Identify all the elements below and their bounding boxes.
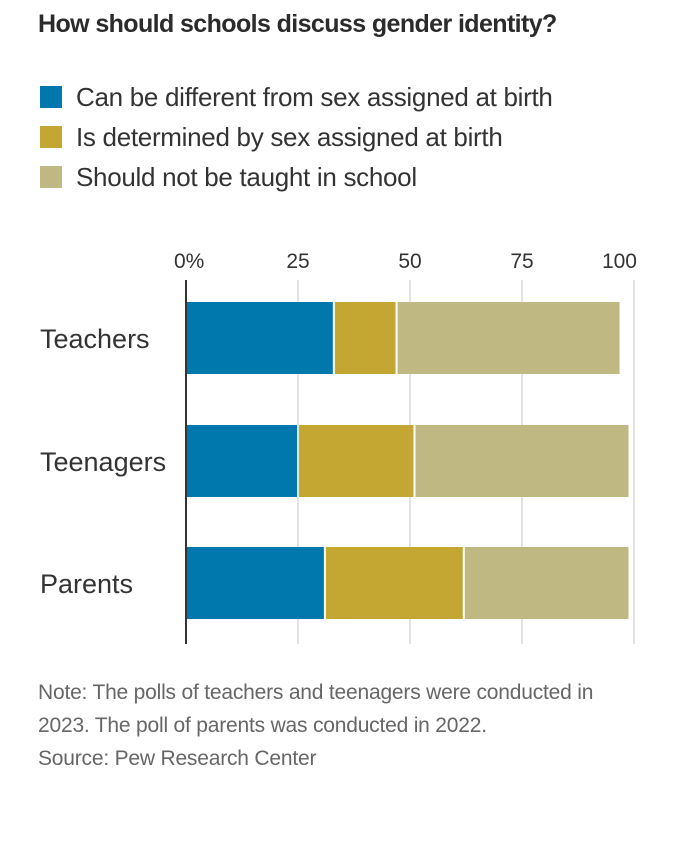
footer: Note: The polls of teachers and teenager… (38, 676, 598, 775)
legend-label: Is determined by sex assigned at birth (76, 122, 503, 152)
x-tick-label: 50 (398, 250, 421, 273)
category-label: Parents (40, 569, 133, 599)
bar-segment (464, 547, 629, 619)
legend: Can be different from sex assigned at bi… (40, 78, 600, 198)
legend-item-can-be-different: Can be different from sex assigned at bi… (40, 78, 600, 116)
bar-segment (186, 425, 297, 497)
x-tick-label: 0% (174, 250, 204, 273)
legend-label: Should not be taught in school (76, 162, 417, 192)
x-tick-label: 75 (510, 250, 533, 273)
bar-segment (186, 547, 324, 619)
legend-swatch (40, 86, 62, 108)
x-tick-label: 100 (602, 250, 637, 273)
category-label: Teenagers (40, 447, 166, 477)
legend-item-determined-by-sex: Is determined by sex assigned at birth (40, 118, 600, 156)
bar-segment (186, 302, 333, 374)
bar-segment (334, 302, 396, 374)
legend-item-not-taught: Should not be taught in school (40, 158, 600, 196)
category-label: Teachers (40, 324, 150, 354)
chart-note: Note: The polls of teachers and teenager… (38, 681, 594, 737)
legend-label: Can be different from sex assigned at bi… (76, 82, 553, 112)
legend-swatch (40, 126, 62, 148)
x-tick-label: 25 (286, 250, 309, 273)
chart-title: How should schools discuss gender identi… (38, 10, 557, 38)
bar-segment (325, 547, 463, 619)
bar-segment (415, 425, 629, 497)
chart-source: Source: Pew Research Center (38, 747, 317, 770)
bar-segment (299, 425, 414, 497)
legend-swatch (40, 166, 62, 188)
bar-segment (397, 302, 620, 374)
